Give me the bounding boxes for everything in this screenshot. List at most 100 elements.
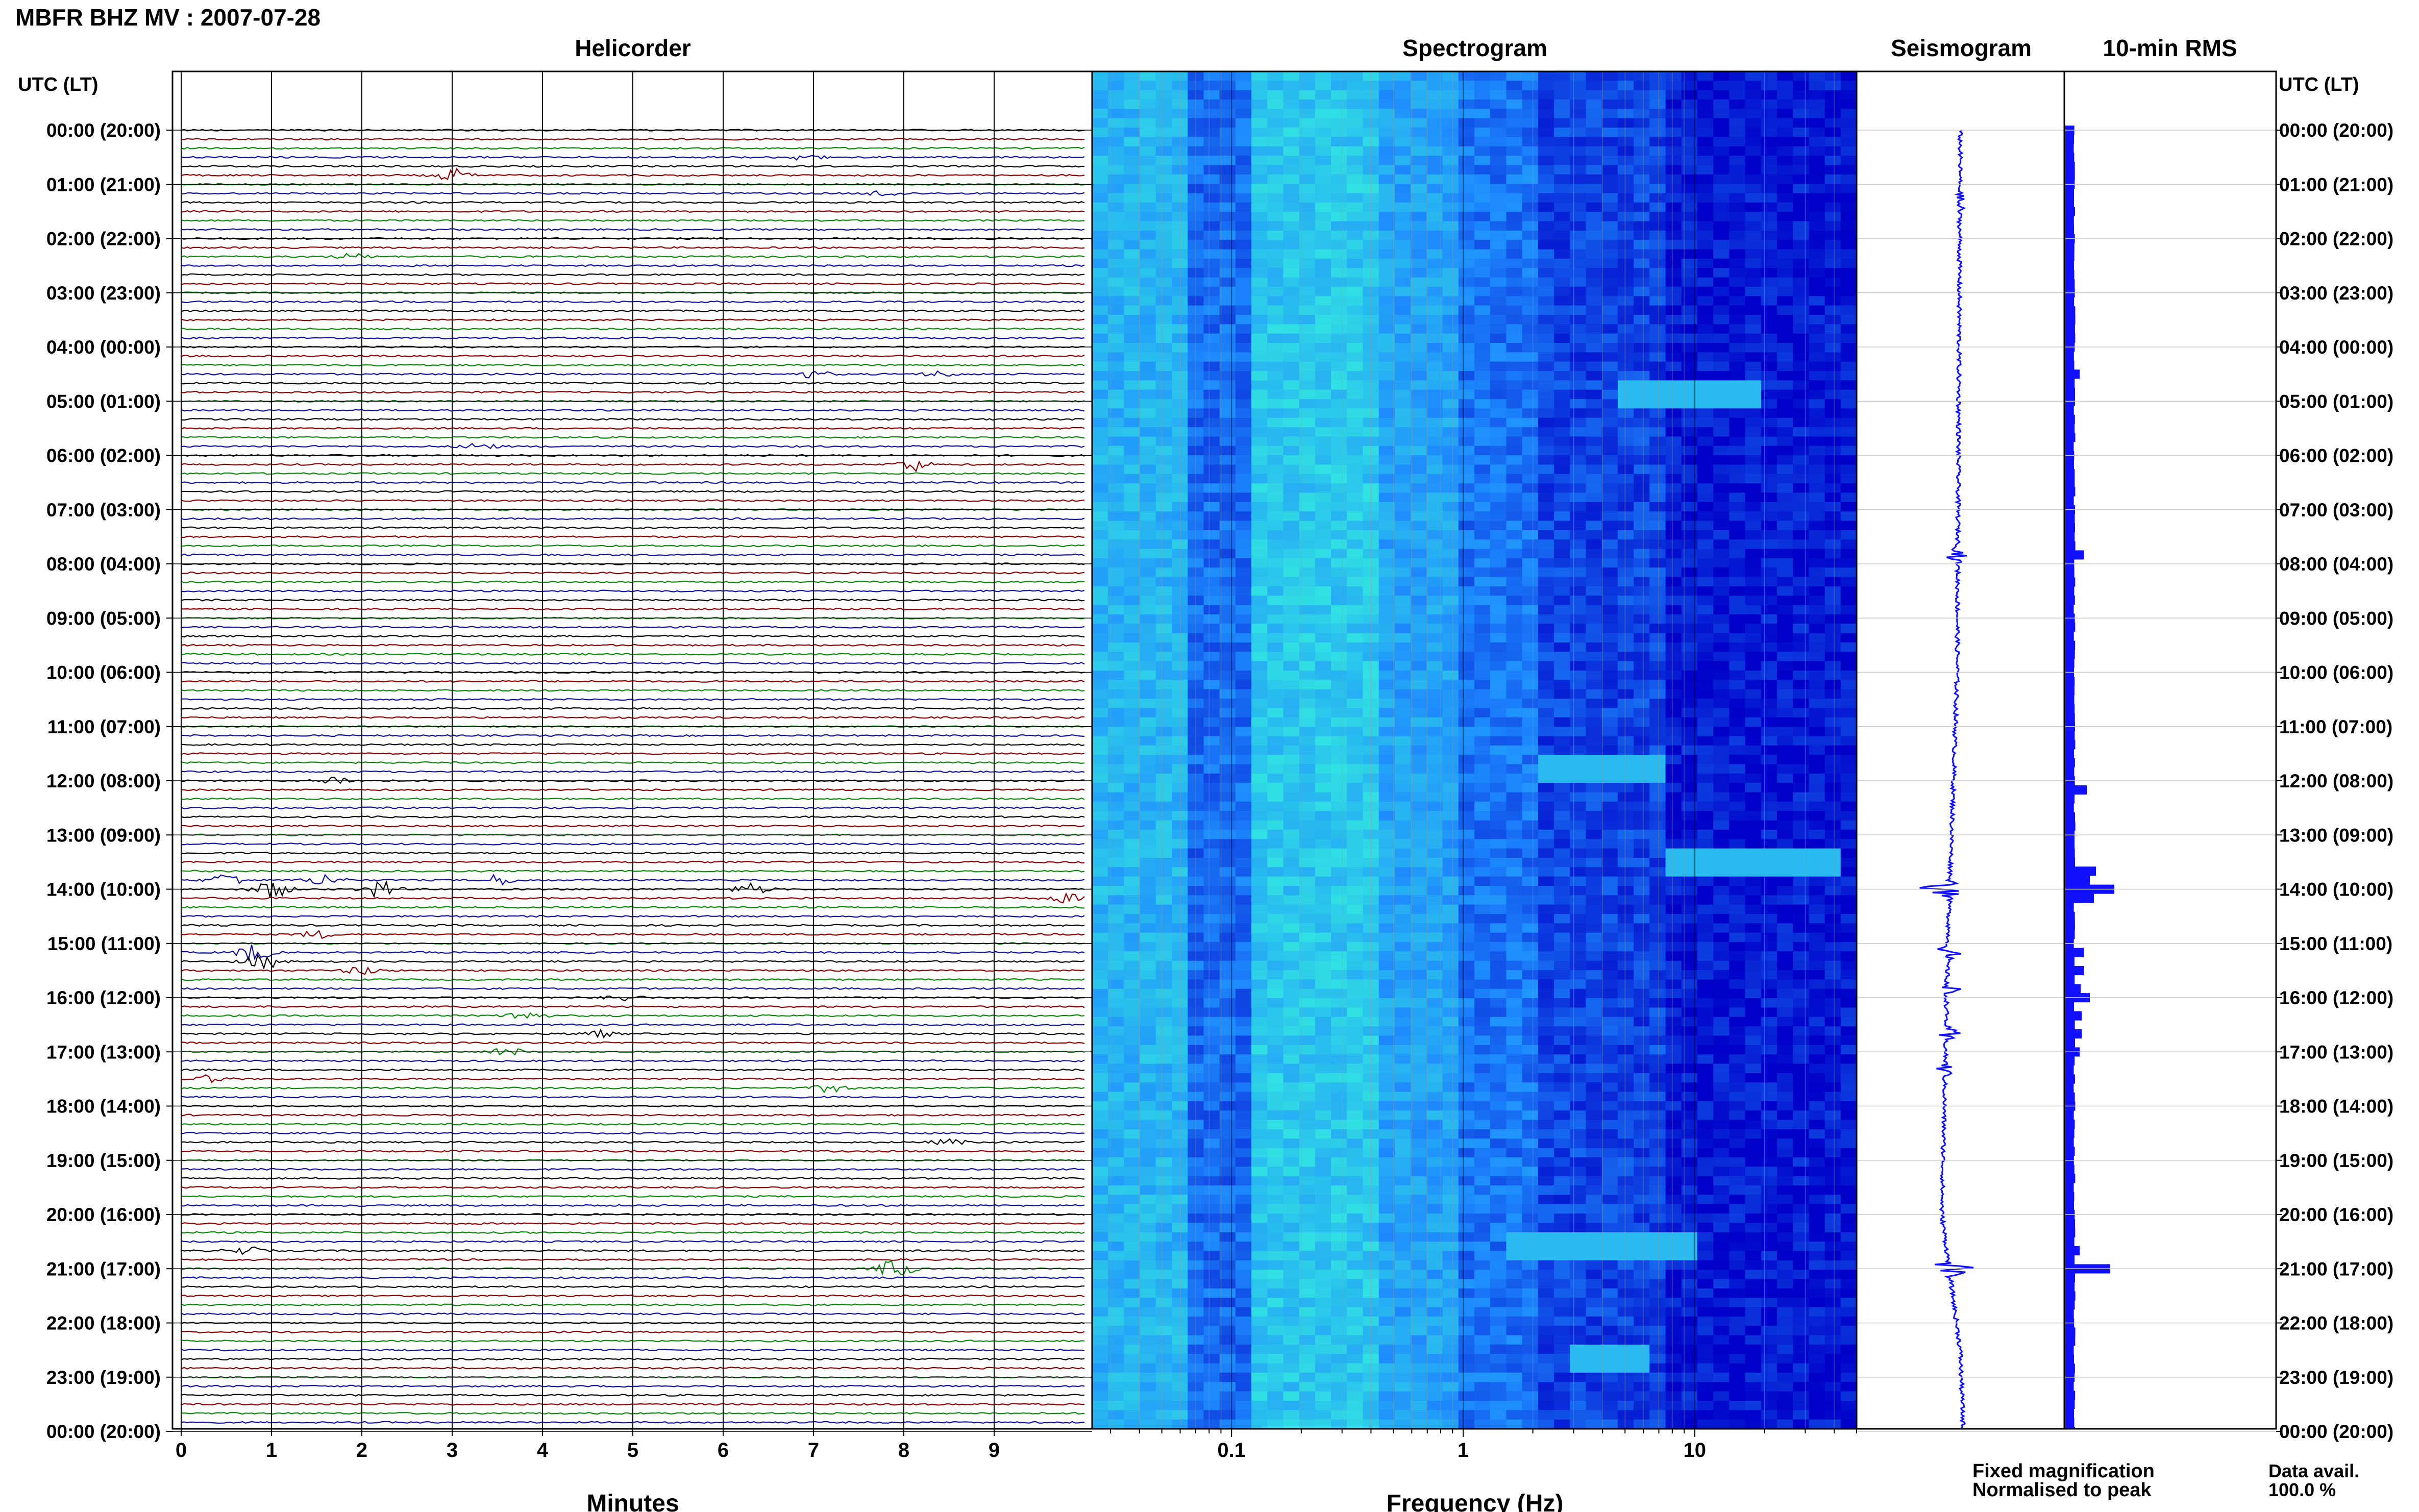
spectrogram-cell (1219, 923, 1236, 933)
spectrogram-cell (1777, 932, 1793, 943)
spectrogram-cell (1634, 258, 1650, 268)
spectrogram-cell (1745, 988, 1762, 999)
spectrogram-cell (1617, 221, 1634, 231)
spectrogram-cell (1649, 305, 1666, 315)
spectrogram-cell (1490, 764, 1507, 774)
spectrogram-cell (1793, 727, 1809, 736)
spectrogram-cell (1697, 380, 1714, 390)
spectrogram-cell (1681, 333, 1698, 343)
spectrogram-cell (1458, 128, 1475, 137)
spectrogram-cell (1570, 352, 1587, 362)
spectrogram-cell (1522, 343, 1539, 353)
spectrogram-cell (1203, 399, 1220, 409)
spectrogram-cell (1554, 727, 1570, 736)
spectrogram-cell (1824, 146, 1841, 156)
spectrogram-cell (1267, 100, 1284, 109)
spectrogram-cell (1506, 81, 1523, 91)
spectrogram-cell (1713, 867, 1730, 877)
spectrogram-cell (1570, 156, 1587, 165)
spectrogram-cell (1570, 137, 1587, 147)
spectrogram-cell (1124, 932, 1141, 943)
spectrogram-cell (1347, 998, 1364, 1008)
spectrogram-cell (1713, 745, 1730, 755)
spectrogram-cell (1140, 417, 1156, 428)
spectrogram-cell (1681, 577, 1698, 587)
spectrogram-cell (1172, 333, 1188, 343)
spectrogram-cell (1124, 71, 1141, 81)
spectrogram-cell (1442, 998, 1459, 1008)
spectrogram-cell (1395, 586, 1411, 596)
spectrogram-cell (1681, 371, 1698, 381)
spectrogram-cell (1092, 436, 1108, 447)
spectrogram-cell (1506, 455, 1523, 465)
spectrogram-cell (1538, 699, 1554, 708)
spectrogram-cell (1681, 511, 1698, 522)
spectrogram-cell (1554, 156, 1570, 165)
spectrogram-cell (1522, 333, 1539, 343)
spectrogram-cell (1617, 100, 1634, 109)
spectrogram-cell (1601, 783, 1618, 793)
spectrogram-cell (1108, 333, 1124, 343)
spectrogram-cell (1522, 520, 1539, 531)
spectrogram-cell (1474, 474, 1491, 484)
spectrogram-cell (1570, 642, 1587, 652)
spectrogram-cell (1124, 296, 1141, 306)
spectrogram-cell (1824, 951, 1841, 961)
spectrogram-cell (1395, 343, 1411, 353)
spectrogram-cell (1570, 165, 1587, 175)
spectrogram-cell (1522, 736, 1539, 746)
spectrogram-cell (1235, 708, 1252, 718)
spectrogram-cell (1665, 474, 1682, 484)
spectrogram-cell (1490, 483, 1507, 493)
spectrogram-cell (1809, 315, 1825, 325)
spectrogram-cell (1474, 876, 1491, 886)
spectrogram-cell (1378, 343, 1395, 353)
spectrogram-cell (1299, 71, 1316, 81)
spectrogram-cell (1092, 492, 1108, 503)
spectrogram-cell (1474, 109, 1491, 119)
spectrogram-cell (1140, 408, 1156, 418)
spectrogram-cell (1219, 539, 1236, 550)
spectrogram-cell (1681, 417, 1698, 428)
spectrogram-cell (1793, 492, 1809, 503)
spectrogram-cell (1092, 717, 1108, 727)
spectrogram-cell (1299, 352, 1316, 362)
spectrogram-cell (1840, 1017, 1857, 1027)
spectrogram-cell (1267, 876, 1284, 886)
spectrogram-cell (1761, 895, 1778, 905)
spectrogram-cell (1554, 755, 1570, 765)
spectrogram-cell (1617, 689, 1634, 699)
spectrogram-cell (1761, 755, 1778, 765)
spectrogram-cell (1809, 783, 1825, 793)
spectrogram-cell (1665, 286, 1682, 296)
spectrogram-cell (1442, 492, 1459, 503)
spectrogram-cell (1235, 277, 1252, 287)
spectrogram-cell (1840, 240, 1857, 250)
spectrogram-cell (1522, 530, 1539, 540)
spectrogram-cell (1251, 305, 1268, 315)
spectrogram-cell (1634, 371, 1650, 381)
spectrogram-cell (1426, 811, 1443, 821)
spectrogram-cell (1267, 118, 1284, 128)
spectrogram-cell (1347, 81, 1364, 91)
spectrogram-cell (1235, 474, 1252, 484)
spectrogram-cell (1617, 932, 1634, 943)
spectrogram-cell (1617, 455, 1634, 465)
spectrogram-cell (1411, 1017, 1427, 1027)
spectrogram-cell (1697, 230, 1714, 240)
spectrogram-cell (1554, 258, 1570, 268)
spectrogram-cell (1267, 745, 1284, 755)
spectrogram-cell (1474, 717, 1491, 727)
spectrogram-cell (1777, 305, 1793, 315)
spectrogram-cell (1681, 624, 1698, 634)
spectrogram-cell (1601, 960, 1618, 971)
spectrogram-cell (1601, 1026, 1618, 1036)
spectrogram-cell (1251, 502, 1268, 512)
spectrogram-cell (1155, 914, 1172, 924)
spectrogram-cell (1761, 979, 1778, 989)
spectrogram-cell (1331, 371, 1347, 381)
spectrogram-cell (1203, 848, 1220, 858)
spectrogram-cell (1172, 727, 1188, 736)
spectrogram-cell (1092, 324, 1108, 334)
spectrogram-cell (1538, 586, 1554, 596)
